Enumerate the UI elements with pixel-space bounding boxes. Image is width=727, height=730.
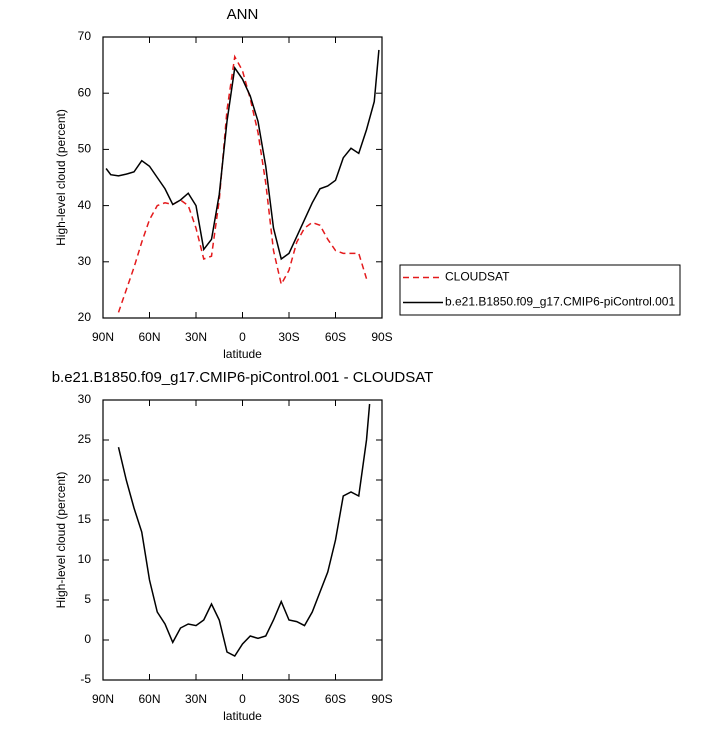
y-tick-label: 50 <box>78 142 92 156</box>
x-tick-label: 60N <box>138 330 160 344</box>
x-tick-label: 60S <box>325 330 346 344</box>
legend-label: CLOUDSAT <box>445 270 510 284</box>
y-tick-label: 70 <box>78 29 92 43</box>
y-tick-label: 25 <box>78 432 92 446</box>
x-tick-label: 30S <box>278 692 299 706</box>
y-tick-label: 0 <box>84 632 91 646</box>
chart-title: b.e21.B1850.f09_g17.CMIP6-piControl.001 … <box>52 369 434 386</box>
x-tick-label: 30N <box>185 330 207 344</box>
y-tick-label: 20 <box>78 310 92 324</box>
x-tick-label: 30S <box>278 330 299 344</box>
y-tick-label: 15 <box>78 512 92 526</box>
x-axis-label: latitude <box>223 347 262 361</box>
x-tick-label: 60S <box>325 692 346 706</box>
y-tick-label: -5 <box>80 672 91 686</box>
y-tick-label: 60 <box>78 85 92 99</box>
x-tick-label: 90N <box>92 330 114 344</box>
y-tick-label: 20 <box>78 472 92 486</box>
y-tick-label: 30 <box>78 254 92 268</box>
legend-box <box>399 264 681 316</box>
y-tick-label: 5 <box>84 592 91 606</box>
x-tick-label: 60N <box>138 692 160 706</box>
y-axis-label: High-level cloud (percent) <box>54 109 68 246</box>
x-tick-label: 90N <box>92 692 114 706</box>
y-tick-label: 40 <box>78 198 92 212</box>
data-line <box>117 403 371 657</box>
y-tick-label: 30 <box>78 392 92 406</box>
chart-title: ANN <box>227 6 259 23</box>
legend-label: b.e21.B1850.f09_g17.CMIP6-piControl.001 <box>445 295 675 309</box>
x-tick-label: 0 <box>239 330 246 344</box>
x-tick-label: 90S <box>371 330 392 344</box>
x-tick-label: 90S <box>371 692 392 706</box>
plot-frame <box>102 399 383 681</box>
data-line <box>105 49 380 261</box>
x-tick-label: 0 <box>239 692 246 706</box>
x-axis-label: latitude <box>223 709 262 723</box>
y-tick-label: 10 <box>78 552 92 566</box>
x-tick-label: 30N <box>185 692 207 706</box>
y-axis-label: High-level cloud (percent) <box>54 472 68 609</box>
